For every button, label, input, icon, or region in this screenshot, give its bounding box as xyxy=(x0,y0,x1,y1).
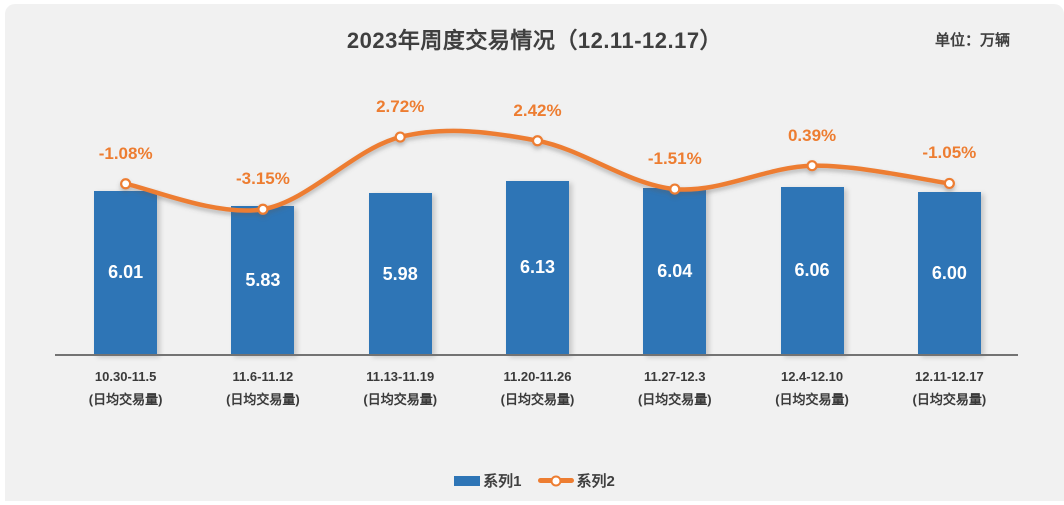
percent-data-label: -1.08% xyxy=(99,144,153,164)
x-axis-label-sublabel: (日均交易量) xyxy=(193,388,333,411)
percent-data-label: -3.15% xyxy=(236,169,290,189)
bar: 6.13 xyxy=(506,181,569,355)
x-axis-label-sublabel: (日均交易量) xyxy=(742,388,882,411)
x-axis-label: 11.13-11.19(日均交易量) xyxy=(330,365,470,411)
unit-label: 单位：万辆 xyxy=(935,29,1010,50)
x-axis-label-sublabel: (日均交易量) xyxy=(468,388,608,411)
legend-item-series1: 系列1 xyxy=(454,470,521,491)
x-axis-label-range: 11.27-12.3 xyxy=(605,365,745,388)
bar: 5.83 xyxy=(231,206,294,355)
chart-title: 2023年周度交易情况（12.11-12.17） xyxy=(5,23,1064,55)
bar-value-label: 6.06 xyxy=(795,260,830,281)
bar-value-label: 6.01 xyxy=(108,262,143,283)
line-point-marker-icon xyxy=(396,133,405,142)
x-axis-label: 10.30-11.5(日均交易量) xyxy=(56,365,196,411)
percent-data-label: -1.05% xyxy=(922,143,976,163)
bar: 6.04 xyxy=(643,188,706,355)
bar-value-label: 6.00 xyxy=(932,263,967,284)
x-axis-label-sublabel: (日均交易量) xyxy=(330,388,470,411)
line-point-marker-icon xyxy=(533,136,542,145)
x-axis-label-sublabel: (日均交易量) xyxy=(605,388,745,411)
line-point-marker-icon xyxy=(121,179,130,188)
percent-data-label: 2.72% xyxy=(376,97,424,117)
x-axis-label: 12.4-12.10(日均交易量) xyxy=(742,365,882,411)
percent-data-label: 2.42% xyxy=(513,101,561,121)
legend-label-series2: 系列2 xyxy=(577,470,615,491)
line-series-swatch-icon xyxy=(538,478,574,483)
legend-item-series2: 系列2 xyxy=(538,470,615,491)
x-axis-label-range: 12.4-12.10 xyxy=(742,365,882,388)
x-axis-label-sublabel: (日均交易量) xyxy=(56,388,196,411)
bar-value-label: 6.13 xyxy=(520,257,555,278)
x-axis-label-range: 12.11-12.17 xyxy=(879,365,1019,388)
x-axis-label: 11.27-12.3(日均交易量) xyxy=(605,365,745,411)
x-axis-label-sublabel: (日均交易量) xyxy=(879,388,1019,411)
bar: 6.01 xyxy=(94,191,157,355)
bar: 6.00 xyxy=(918,192,981,355)
x-axis-label-range: 11.6-11.12 xyxy=(193,365,333,388)
x-axis-label-range: 11.20-11.26 xyxy=(468,365,608,388)
line-point-marker-icon xyxy=(945,179,954,188)
line-point-marker-icon xyxy=(808,161,817,170)
x-axis-label: 11.20-11.26(日均交易量) xyxy=(468,365,608,411)
bar-value-label: 5.98 xyxy=(383,264,418,285)
x-axis-line xyxy=(55,354,1018,356)
x-axis-label: 11.6-11.12(日均交易量) xyxy=(193,365,333,411)
line-marker-dot-icon xyxy=(550,475,561,486)
legend-label-series1: 系列1 xyxy=(483,470,521,491)
legend: 系列1 系列2 xyxy=(5,470,1064,491)
x-axis-label-range: 11.13-11.19 xyxy=(330,365,470,388)
bar-value-label: 5.83 xyxy=(245,270,280,291)
bar: 6.06 xyxy=(781,187,844,355)
percent-data-label: -1.51% xyxy=(648,149,702,169)
x-axis-label: 12.11-12.17(日均交易量) xyxy=(879,365,1019,411)
bar: 5.98 xyxy=(369,193,432,355)
chart-card: 2023年周度交易情况（12.11-12.17） 单位：万辆 6.01 5.83 5… xyxy=(5,4,1064,501)
bar-value-label: 6.04 xyxy=(657,261,692,282)
x-axis-label-range: 10.30-11.5 xyxy=(56,365,196,388)
percent-data-label: 0.39% xyxy=(788,126,836,146)
bar-series-swatch-icon xyxy=(454,476,480,486)
